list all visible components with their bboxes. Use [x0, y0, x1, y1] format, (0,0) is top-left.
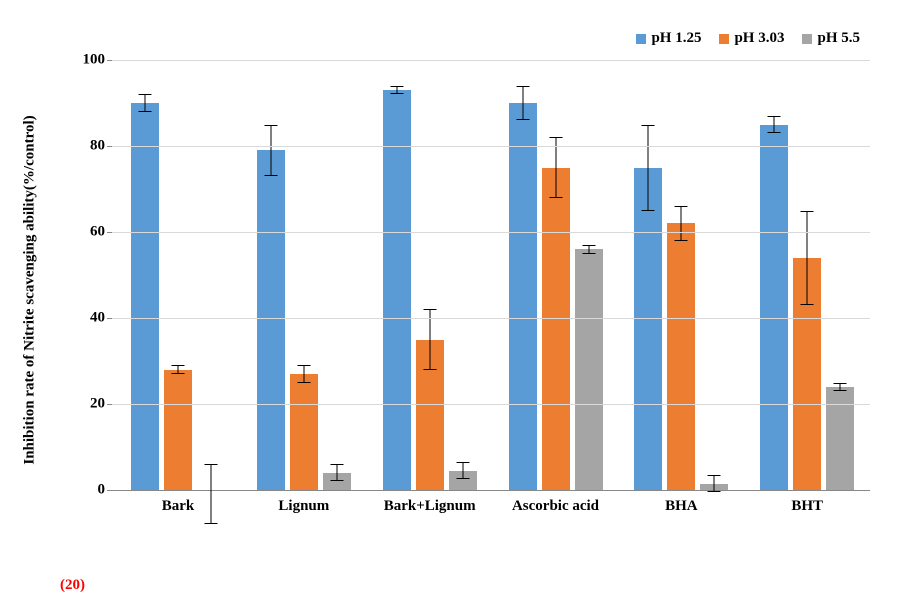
bar	[449, 471, 477, 490]
error-bar	[145, 94, 146, 111]
error-bar	[681, 206, 682, 240]
x-axis-label: Ascorbic acid	[493, 498, 619, 515]
bar	[509, 103, 537, 490]
error-bar	[270, 125, 271, 177]
x-axis-label: Bark	[115, 498, 241, 515]
legend-label: pH 5.5	[817, 30, 860, 47]
legend-label: pH 3.03	[734, 30, 784, 47]
y-tick-label: 0	[80, 482, 105, 499]
bar-group: Lignum	[241, 150, 367, 490]
bar	[323, 473, 351, 490]
bar-group: Bark	[115, 103, 241, 490]
y-axis-title: Inhibition rate of Nitrite scavenging ab…	[22, 115, 39, 464]
legend-item: pH 3.03	[719, 30, 784, 47]
error-bar	[714, 475, 715, 492]
x-axis-label: Bark+Lignum	[367, 498, 493, 515]
legend-label: pH 1.25	[651, 30, 701, 47]
bar-group: BHA	[618, 168, 744, 491]
plot-area: BarkLignumBark+LignumAscorbic acidBHABHT	[110, 60, 870, 491]
bar	[793, 258, 821, 490]
error-bar	[303, 365, 304, 382]
footnote: (20)	[60, 577, 85, 594]
error-bar	[462, 462, 463, 479]
error-bar	[396, 86, 397, 95]
y-tick-label: 20	[80, 396, 105, 413]
gridline	[110, 232, 870, 233]
error-bar	[840, 383, 841, 392]
bar	[383, 90, 411, 490]
legend-swatch	[719, 34, 729, 44]
gridline	[110, 60, 870, 61]
y-tick-mark	[107, 490, 112, 491]
y-tick-mark	[107, 318, 112, 319]
x-axis-label: BHT	[744, 498, 870, 515]
gridline	[110, 318, 870, 319]
legend-swatch	[802, 34, 812, 44]
y-tick-mark	[107, 232, 112, 233]
bar	[290, 374, 318, 490]
bar	[164, 370, 192, 490]
chart-container: pH 1.25pH 3.03pH 5.5 Inhibition rate of …	[40, 20, 890, 560]
legend-item: pH 5.5	[802, 30, 860, 47]
error-bar	[807, 211, 808, 306]
error-bar	[588, 245, 589, 254]
y-tick-mark	[107, 404, 112, 405]
x-axis-label: BHA	[618, 498, 744, 515]
x-axis-label: Lignum	[241, 498, 367, 515]
y-tick-mark	[107, 60, 112, 61]
bar	[634, 168, 662, 491]
bar	[575, 249, 603, 490]
y-tick-label: 60	[80, 224, 105, 241]
bar	[760, 125, 788, 491]
bar	[700, 484, 728, 490]
gridline	[110, 146, 870, 147]
bar	[257, 150, 285, 490]
bar	[542, 168, 570, 491]
error-bar	[211, 464, 212, 524]
bar	[826, 387, 854, 490]
bar-group: Ascorbic acid	[493, 103, 619, 490]
legend: pH 1.25 pH 3.03 pH 5.5	[636, 30, 860, 47]
error-bar	[522, 86, 523, 120]
legend-item: pH 1.25	[636, 30, 701, 47]
bar	[416, 340, 444, 491]
bar-group: Bark+Lignum	[367, 90, 493, 490]
error-bar	[648, 125, 649, 211]
gridline	[110, 404, 870, 405]
y-tick-label: 40	[80, 310, 105, 327]
y-tick-label: 80	[80, 138, 105, 155]
error-bar	[336, 464, 337, 481]
error-bar	[178, 365, 179, 374]
bar-group: BHT	[744, 125, 870, 491]
bar	[667, 223, 695, 490]
y-tick-label: 100	[80, 52, 105, 69]
legend-swatch	[636, 34, 646, 44]
bar	[131, 103, 159, 490]
y-tick-mark	[107, 146, 112, 147]
error-bar	[774, 116, 775, 133]
